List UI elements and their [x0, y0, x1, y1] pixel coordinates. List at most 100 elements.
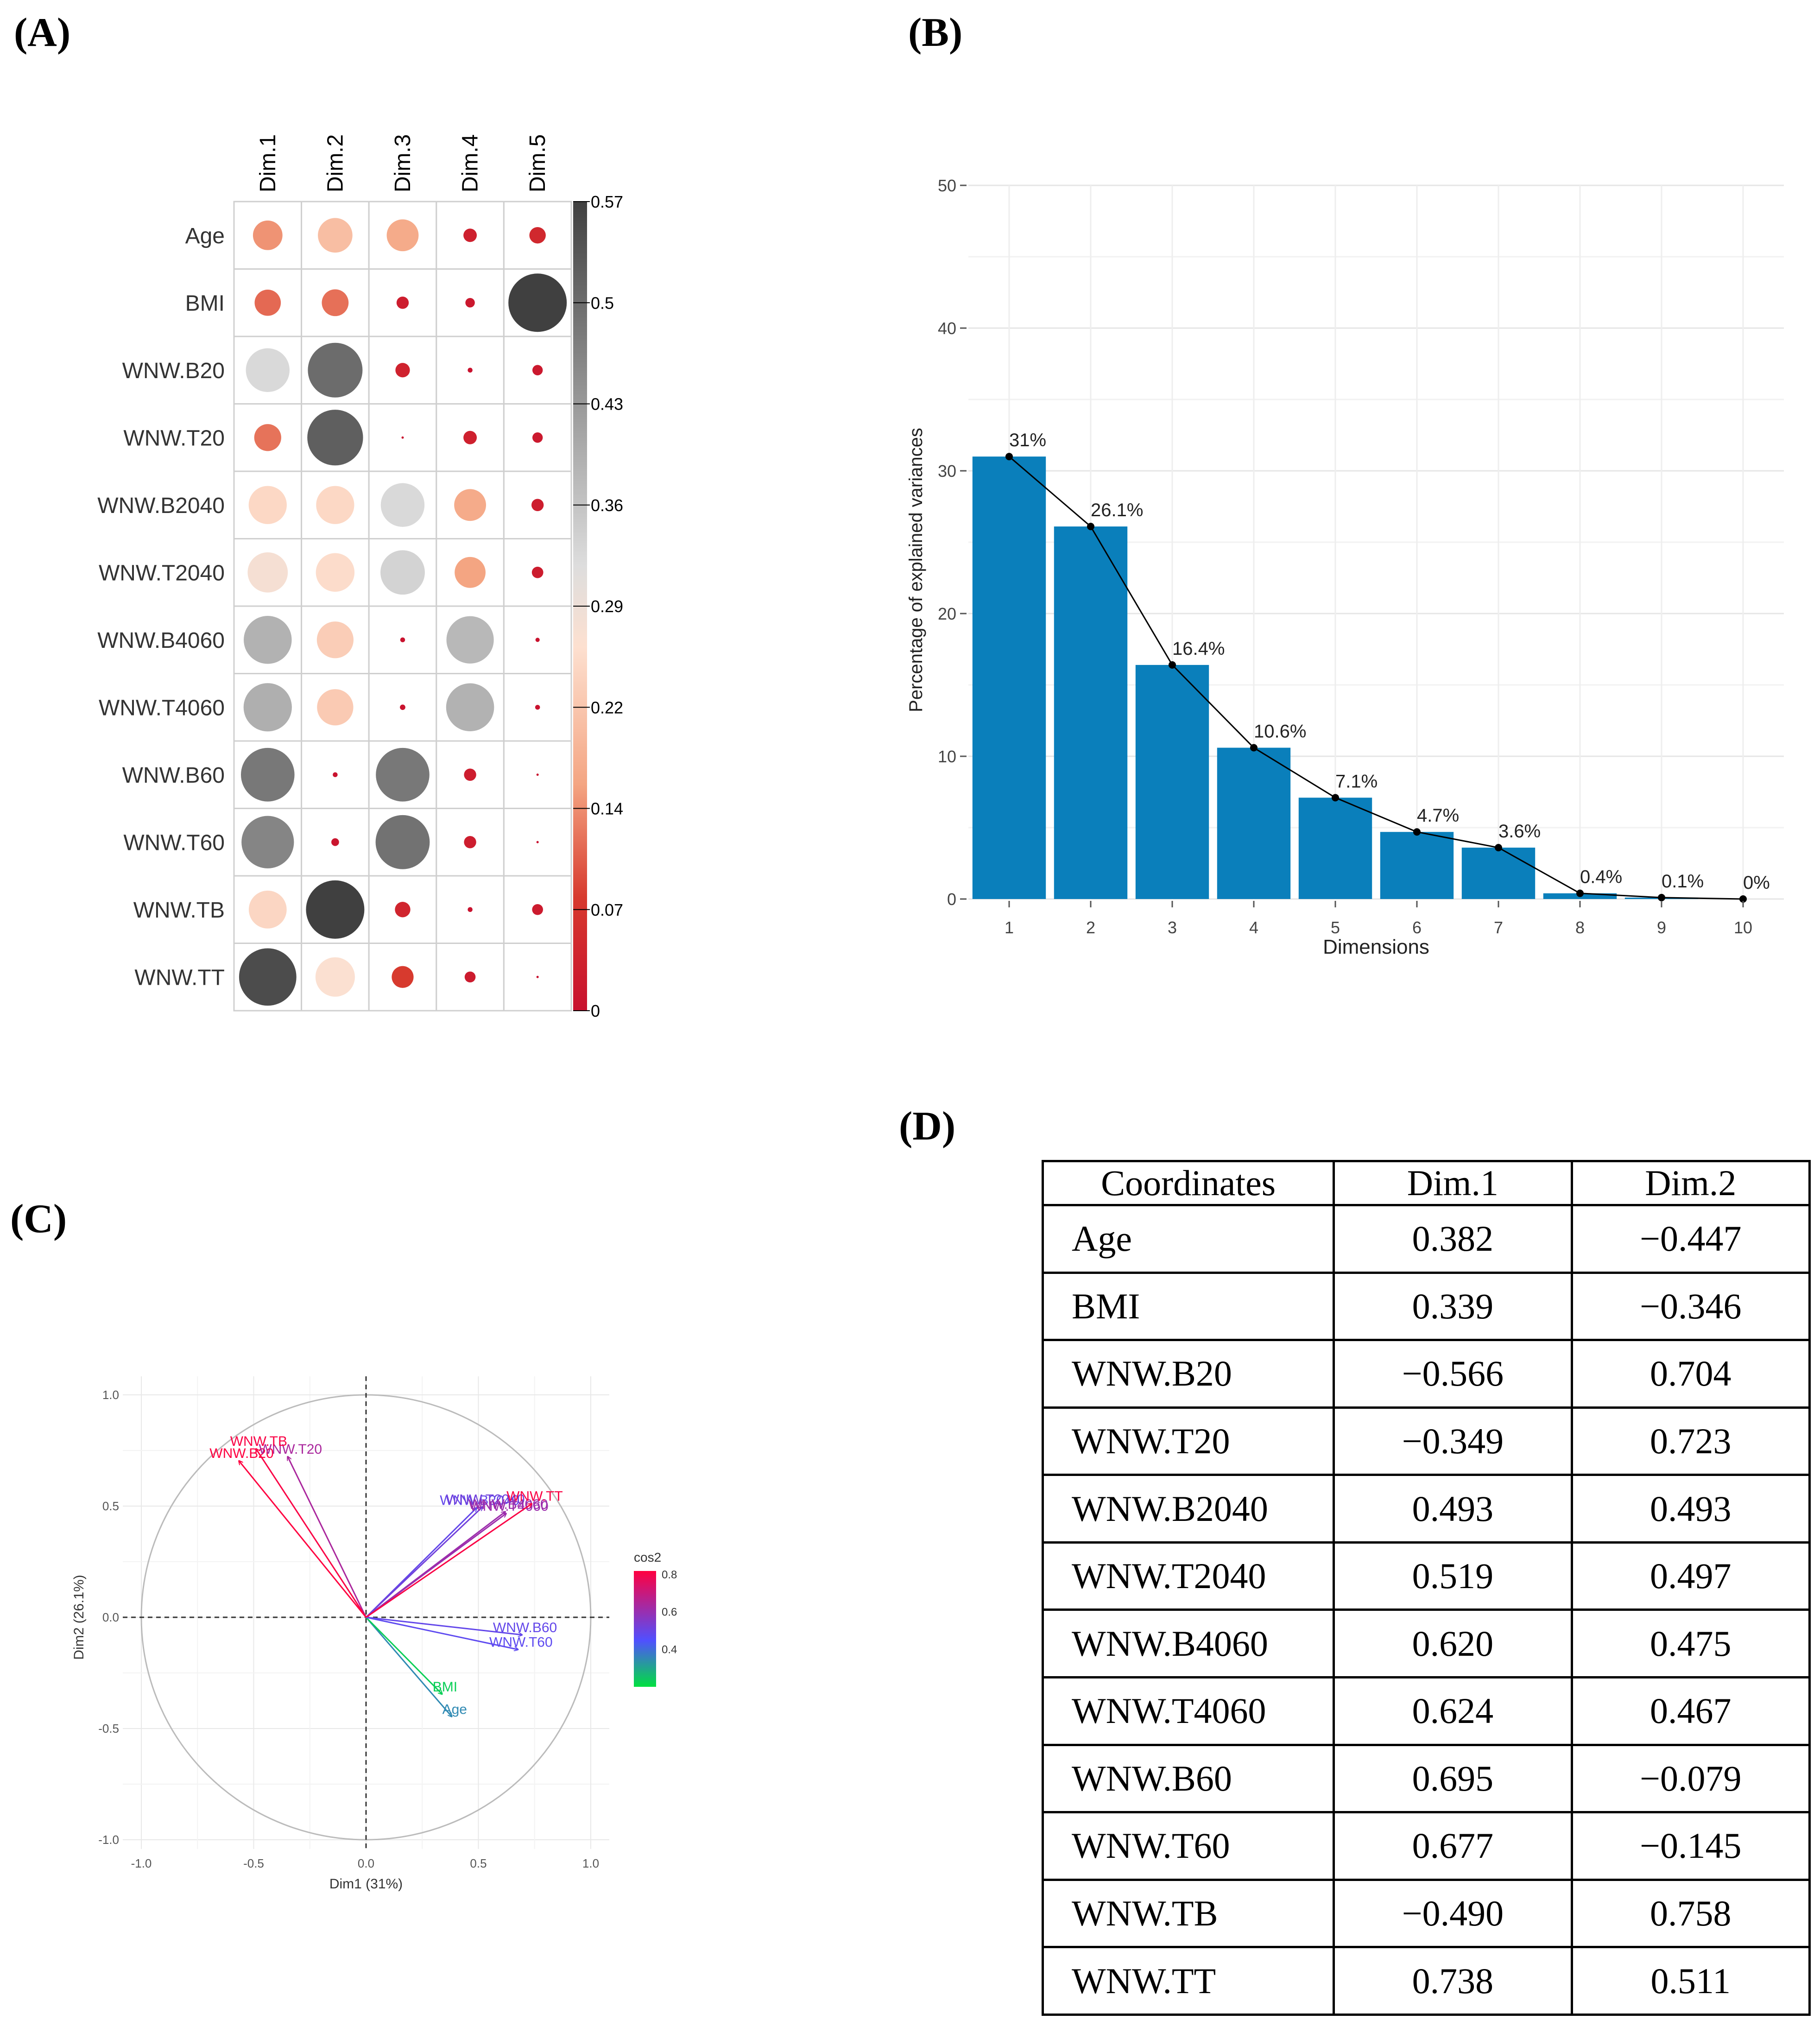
- table-cell: 0.723: [1570, 1406, 1811, 1476]
- y-tick-label: 0.5: [102, 1499, 119, 1513]
- colorbar-tick-label: 0.07: [591, 900, 623, 919]
- table-cell: 0.511: [1570, 1946, 1811, 2016]
- table-cell: −0.349: [1333, 1406, 1573, 1476]
- table-cell: WNW.TT: [1041, 1946, 1335, 2016]
- table-cell: 0.695: [1333, 1743, 1573, 1814]
- table-cell: 0.758: [1570, 1878, 1811, 1949]
- heatmap-circle: [246, 348, 290, 392]
- table-cell: −0.566: [1333, 1339, 1573, 1409]
- bar: [1461, 848, 1536, 899]
- grid-cell: [233, 875, 303, 944]
- table-cell: WNW.T4060: [1041, 1676, 1335, 1746]
- row-label: WNW.TT: [134, 965, 225, 990]
- column-label: Dim.2: [323, 134, 348, 192]
- variable-arrow: [256, 1449, 367, 1618]
- table-cell: −0.490: [1333, 1878, 1573, 1949]
- x-tick-label: -1.0: [131, 1856, 152, 1870]
- table-row: WNW.TB −0.490 0.758: [1041, 1878, 1811, 1949]
- heatmap-circle: [532, 904, 543, 915]
- heatmap-circle: [535, 638, 540, 642]
- heatmap-circle: [531, 566, 543, 578]
- legend-tick-label: 0.6: [662, 1606, 677, 1619]
- variable-label: Age: [442, 1702, 467, 1717]
- variable-arrow: [365, 1616, 442, 1694]
- legend-tick-label: 0.8: [662, 1569, 677, 1581]
- panel-label-a: (A): [14, 10, 71, 55]
- series-point: [1332, 794, 1339, 802]
- heatmap-circle: [241, 816, 294, 868]
- table-cell: 0.620: [1333, 1608, 1573, 1679]
- table-row: Age 0.382 −0.447: [1041, 1204, 1811, 1274]
- heatmap-circle: [464, 836, 476, 849]
- panel-label-d: (D): [899, 1104, 956, 1149]
- data-label: 31%: [1009, 430, 1046, 450]
- x-tick-label: 4: [1249, 918, 1258, 937]
- x-tick-label: 6: [1412, 918, 1422, 937]
- heatmap-circle: [536, 773, 539, 776]
- heatmap-circle: [463, 228, 477, 242]
- colorbar-tick-label: 0.43: [591, 395, 623, 414]
- bar: [1380, 832, 1454, 899]
- colorbar-tick-label: 0: [591, 1001, 600, 1020]
- table-cell: WNW.B4060: [1041, 1608, 1335, 1679]
- heatmap-circle: [243, 683, 292, 732]
- y-tick-label: 20: [938, 604, 956, 623]
- table-cell: 0.624: [1333, 1676, 1573, 1746]
- data-label: 26.1%: [1091, 500, 1143, 520]
- heatmap-circle: [239, 948, 297, 1006]
- heatmap-circle: [400, 637, 405, 643]
- header-cell: Dim.2: [1570, 1160, 1811, 1206]
- heatmap-circle: [240, 747, 295, 802]
- data-label: 0.4%: [1580, 867, 1622, 887]
- heatmap-circle: [463, 431, 477, 444]
- table-cell: 0.382: [1333, 1204, 1573, 1274]
- row-label: Age: [185, 224, 225, 248]
- colorbar-tick-label: 0.29: [591, 597, 623, 616]
- variable-label: WNW.TT: [506, 1489, 563, 1504]
- heatmap-circle: [446, 683, 494, 732]
- table-cell: 0.467: [1570, 1676, 1811, 1746]
- x-tick-label: 1.0: [582, 1856, 599, 1870]
- heatmap-circle: [396, 297, 409, 309]
- heatmap-circle: [331, 838, 339, 846]
- y-tick-label: -0.5: [98, 1722, 119, 1735]
- column-label: Dim.5: [525, 134, 550, 192]
- table-cell: −0.447: [1570, 1204, 1811, 1274]
- heatmap-circle: [247, 552, 288, 593]
- heatmap-circle: [400, 704, 405, 710]
- heatmap-circle: [333, 772, 338, 778]
- row-label: WNW.B4060: [97, 628, 225, 653]
- heatmap-circle: [401, 436, 404, 439]
- y-axis-title: Dim2 (26.1%): [71, 1575, 87, 1659]
- variable-arrow: [288, 1456, 367, 1618]
- row-label: WNW.T20: [123, 426, 225, 450]
- table-row: WNW.B2040 0.493 0.493: [1041, 1474, 1811, 1544]
- heatmap-circle: [532, 365, 543, 375]
- variable-label: WNW.B4060: [468, 1497, 548, 1512]
- heatmap-circle: [375, 815, 430, 869]
- x-tick-label: 7: [1494, 918, 1503, 937]
- bar: [1054, 526, 1128, 899]
- column-label: Dim.1: [256, 134, 280, 192]
- heatmap-circle: [446, 616, 494, 664]
- series-line: [1009, 456, 1744, 900]
- heatmap-circle: [536, 841, 539, 843]
- heatmap-circle: [465, 298, 475, 308]
- heatmap-circle: [317, 689, 354, 726]
- x-tick-label: 1: [1005, 918, 1014, 937]
- table-cell: Age: [1041, 1204, 1335, 1274]
- correlation-plot: Dim.1 Dim.2 Dim.3 Dim.4 Dim.5 Age BMI WNW.B20 WN…: [97, 134, 623, 1020]
- table-row: WNW.T20 −0.349 0.723: [1041, 1406, 1811, 1476]
- heatmap-circle: [318, 218, 353, 253]
- heatmap-circle: [376, 747, 430, 802]
- variable-arrow: [366, 1616, 522, 1635]
- colorbar-tick-label: 0.22: [591, 698, 623, 717]
- variable-label: BMI: [433, 1679, 457, 1695]
- table-row: WNW.T2040 0.519 0.497: [1041, 1541, 1811, 1611]
- coordinates-table: Coordinates Dim.1 Dim.2 Age 0.382 −0.447 BM…: [1041, 1160, 1811, 2016]
- heatmap-circle: [536, 975, 539, 978]
- table-cell: −0.145: [1570, 1811, 1811, 1881]
- heatmap-circle: [308, 342, 363, 398]
- variable-label: WNW.T20: [259, 1442, 322, 1457]
- grid-cell: [368, 943, 437, 1012]
